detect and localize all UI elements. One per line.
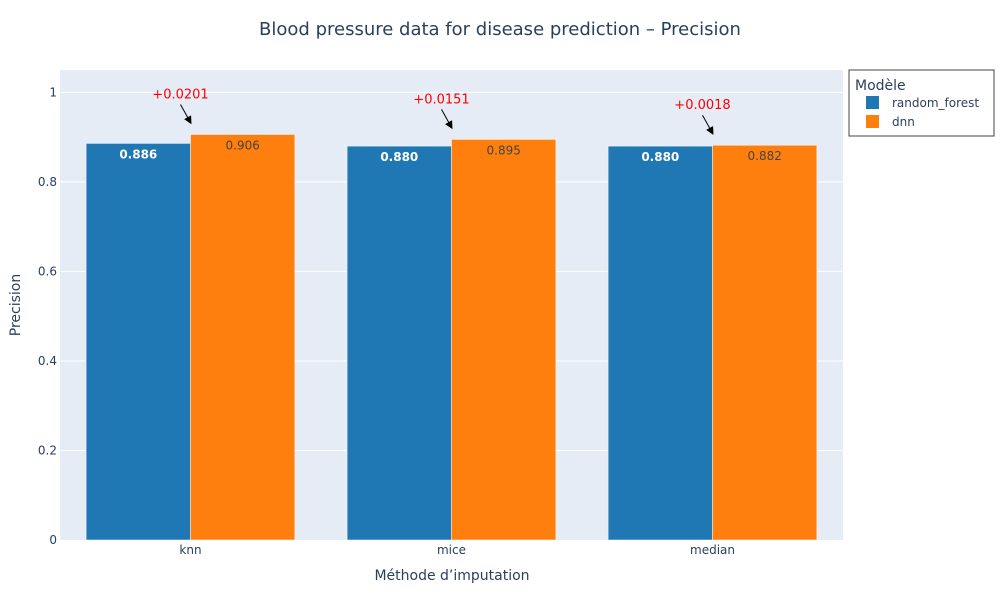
x-tick-label: mice [437,543,466,557]
annotation-arrow [441,109,453,130]
y-axis-label: Precision [8,274,24,336]
data-label-random_forest-knn: 0.886 [119,147,157,161]
y-tick-label: 0.4 [38,354,57,368]
legend-swatch-random_forest [866,96,879,109]
annotation-arrow [702,114,714,135]
annotation-label: +0.0018 [674,98,730,113]
annotation-label: +0.0151 [413,92,469,107]
y-tick-labels: 0 0.2 0.4 0.6 0.8 1 [38,85,57,547]
y-tick-label: 0.8 [38,175,57,189]
data-label-random_forest-median: 0.880 [641,150,679,164]
chart-title: Blood pressure data for disease predicti… [259,19,741,40]
legend-title: Modèle [855,78,906,94]
bar-dnn-median [712,144,818,541]
y-tick-label: 0 [49,533,57,547]
data-label-dnn-knn: 0.906 [226,138,260,152]
y-tick-label: 0.6 [38,264,57,278]
annotation-arrow [180,104,192,125]
data-label-dnn-median: 0.882 [748,149,782,163]
bar-random_forest-median [607,145,713,541]
legend-label-dnn: dnn [892,115,915,129]
x-tick-label: knn [179,543,201,557]
data-label-dnn-mice: 0.895 [487,143,521,157]
legend-label-random_forest: random_forest [892,96,979,110]
annotation-label: +0.0201 [152,87,208,102]
data-label-random_forest-mice: 0.880 [380,150,418,164]
annotations: +0.0201 +0.0151 +0.0018 [152,87,731,135]
legend-swatch-dnn [866,115,879,128]
y-tick-label: 1 [49,85,57,99]
x-tick-labels: knn mice median [179,543,735,557]
bars: 0.886 0.906 0.880 0.895 0.880 0.882 [85,134,818,541]
x-axis-label: Méthode d’imputation [374,568,529,584]
bar-dnn-mice [451,139,557,541]
bar-dnn-knn [190,134,296,541]
x-tick-label: median [690,543,735,557]
bar-random_forest-mice [346,145,452,541]
bar-random_forest-knn [85,143,191,541]
y-tick-label: 0.2 [38,443,57,457]
